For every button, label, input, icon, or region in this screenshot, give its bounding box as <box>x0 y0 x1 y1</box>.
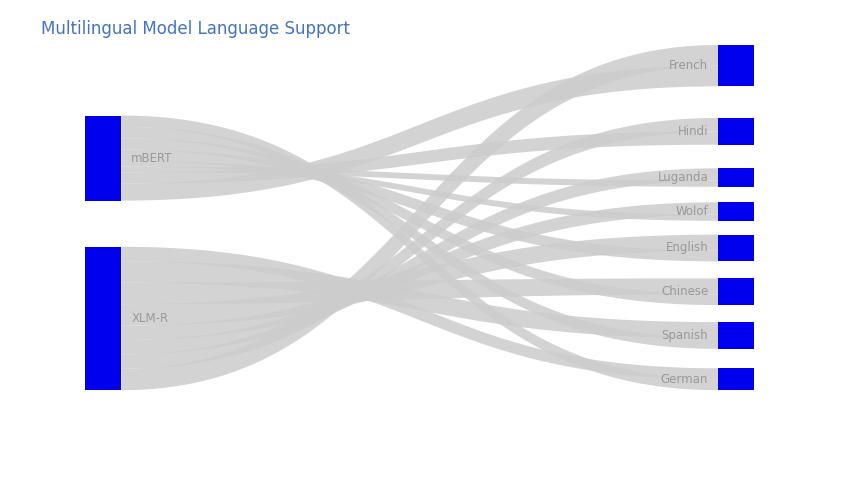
Polygon shape <box>121 116 718 390</box>
Bar <box>718 202 754 221</box>
Polygon shape <box>121 161 718 221</box>
Text: Multilingual Model Language Support: Multilingual Model Language Support <box>41 19 350 38</box>
Bar <box>85 116 121 200</box>
Text: English: English <box>665 242 708 254</box>
Polygon shape <box>121 118 718 369</box>
Text: French: French <box>669 59 708 72</box>
Text: Hindi: Hindi <box>678 125 708 138</box>
Polygon shape <box>121 167 718 187</box>
Text: XLM-R: XLM-R <box>131 312 168 325</box>
Bar <box>85 247 121 390</box>
Polygon shape <box>121 65 718 200</box>
Polygon shape <box>121 168 718 354</box>
Polygon shape <box>121 138 718 305</box>
Polygon shape <box>121 278 718 304</box>
Bar <box>718 278 754 305</box>
Polygon shape <box>121 45 718 390</box>
Text: mBERT: mBERT <box>131 152 173 165</box>
Text: Wolof: Wolof <box>675 205 708 218</box>
Text: Luganda: Luganda <box>658 171 708 184</box>
Bar <box>718 45 754 86</box>
Bar <box>718 118 754 145</box>
Polygon shape <box>121 247 718 379</box>
Polygon shape <box>121 202 718 340</box>
Polygon shape <box>121 150 718 261</box>
Polygon shape <box>121 131 718 184</box>
Polygon shape <box>121 127 718 349</box>
Bar <box>718 369 754 390</box>
Text: Spanish: Spanish <box>662 329 708 342</box>
Bar <box>718 322 754 349</box>
Polygon shape <box>121 235 718 326</box>
Bar <box>718 168 754 187</box>
Bar <box>718 235 754 261</box>
Polygon shape <box>121 261 718 338</box>
Text: Chinese: Chinese <box>661 285 708 298</box>
Text: German: German <box>661 372 708 386</box>
